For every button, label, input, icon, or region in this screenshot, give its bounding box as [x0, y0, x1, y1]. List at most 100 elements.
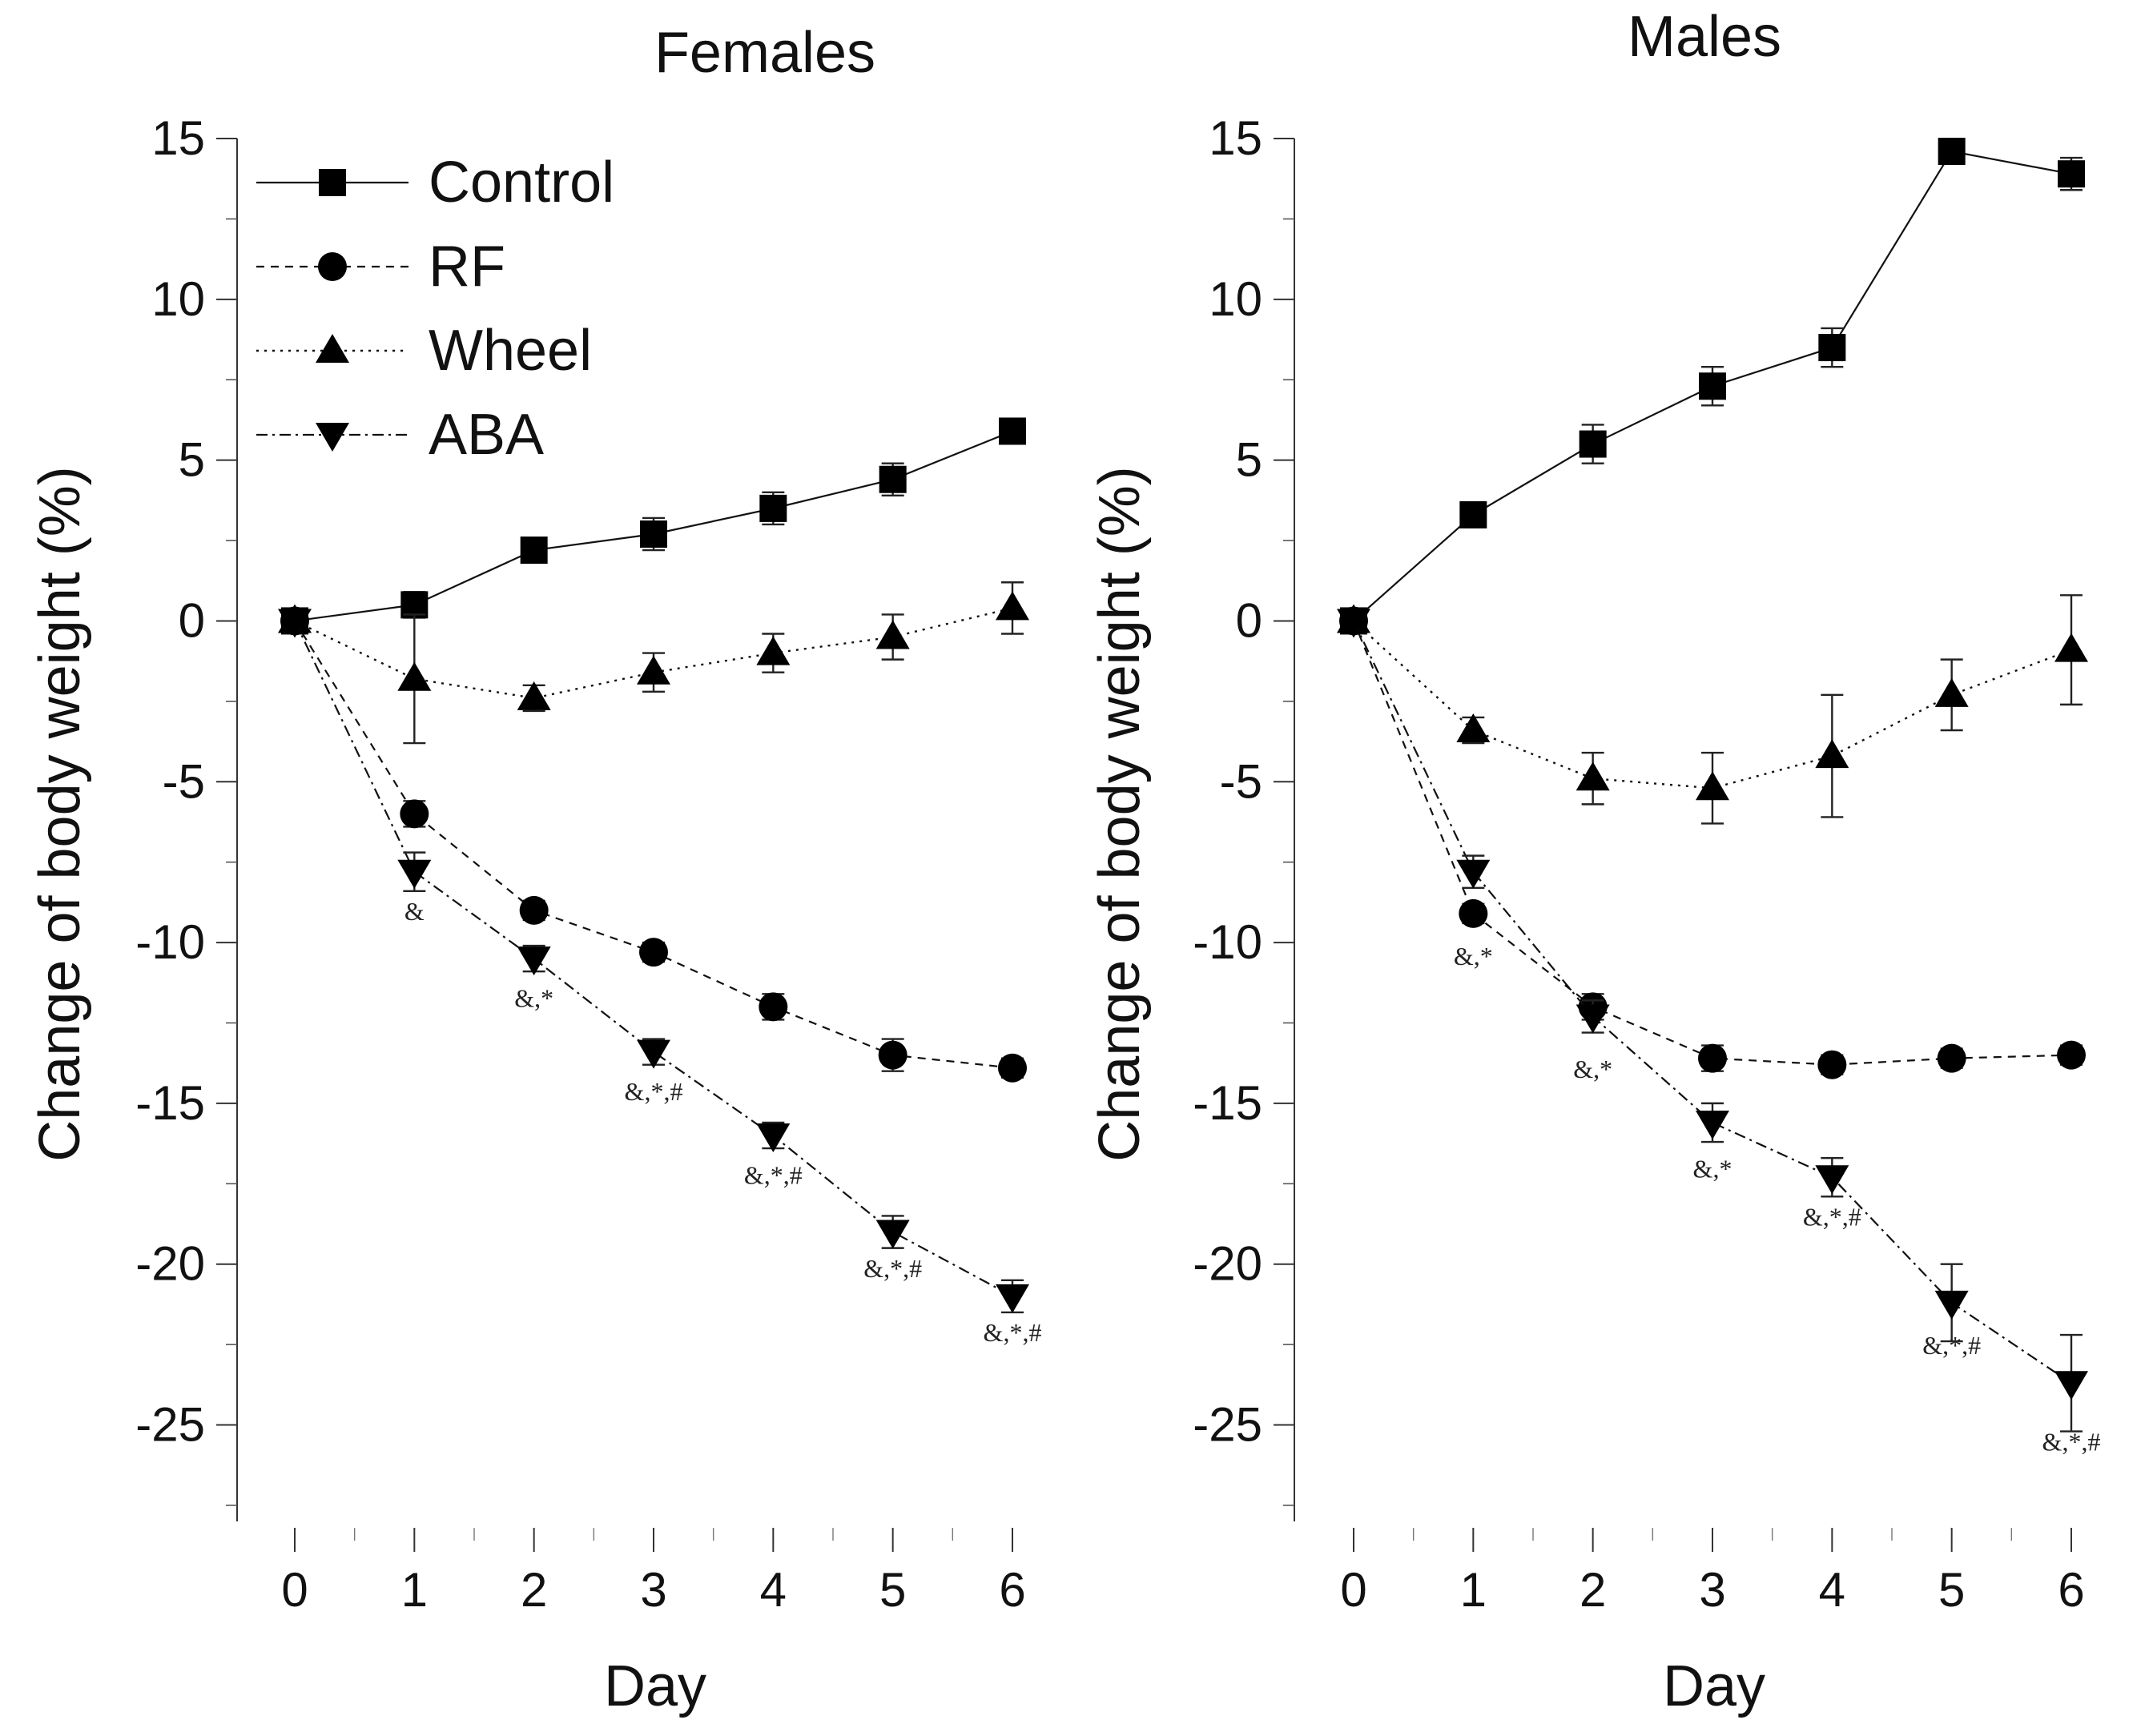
data-point-aba — [1815, 1165, 1849, 1195]
y-tick-label: -10 — [135, 915, 205, 969]
data-point-wheel — [2054, 633, 2088, 662]
legend-marker-wheel — [316, 334, 349, 363]
series-wheel — [1337, 594, 2088, 825]
y-tick-label: 5 — [179, 433, 205, 487]
y-tick-label: -5 — [163, 754, 205, 808]
legend: Control RF Wheel ABA — [256, 151, 614, 467]
x-tick-label: 3 — [1699, 1563, 1725, 1617]
data-point-aba — [1934, 1290, 1969, 1320]
data-point-wheel — [397, 661, 432, 691]
data-point-wheel — [1696, 771, 1729, 801]
data-point-aba — [1337, 609, 1370, 638]
y-tick-label: 15 — [1209, 111, 1262, 165]
significance-annotation: &,*,# — [1803, 1203, 1861, 1232]
data-point-aba — [397, 859, 432, 889]
data-point-wheel — [1934, 677, 1969, 707]
data-point-wheel — [1576, 762, 1610, 791]
x-tick-label: 5 — [1938, 1563, 1965, 1617]
y-tick-label: -25 — [135, 1398, 205, 1452]
data-point-aba — [996, 1284, 1029, 1313]
legend-marker-aba — [316, 423, 349, 452]
data-point-rf — [2057, 1040, 2086, 1070]
x-axis-label: Day — [604, 1654, 706, 1718]
y-tick-label: -15 — [1193, 1076, 1262, 1130]
y-tick-label: 10 — [151, 272, 205, 326]
x-tick-label: 6 — [999, 1563, 1025, 1617]
y-axis-label: Change of body weight (%) — [28, 466, 92, 1162]
y-axis-label: Change of body weight (%) — [1088, 466, 1152, 1162]
series-aba — [278, 609, 1029, 1314]
significance-annotation: &,*,# — [984, 1318, 1042, 1347]
y-tick-label: -15 — [135, 1076, 205, 1130]
series-line-rf — [1352, 621, 2072, 1066]
data-point-control — [1938, 138, 1966, 166]
data-point-wheel — [517, 681, 551, 710]
legend-label-control: Control — [429, 151, 614, 215]
panel-title: Males — [1628, 5, 1781, 69]
x-axis-label: Day — [1663, 1654, 1765, 1718]
data-point-aba — [756, 1123, 791, 1153]
data-point-wheel — [756, 636, 791, 665]
significance-annotation: & — [404, 897, 425, 926]
data-point-wheel — [875, 620, 910, 649]
y-tick-label: 0 — [179, 593, 205, 647]
data-point-wheel — [996, 591, 1029, 621]
data-point-control — [1699, 372, 1726, 400]
data-point-aba — [278, 609, 312, 638]
data-point-aba — [875, 1220, 910, 1249]
data-point-rf — [1817, 1050, 1847, 1079]
legend-label-aba: ABA — [429, 403, 544, 467]
x-tick-label: 5 — [879, 1563, 906, 1617]
data-point-aba — [517, 946, 551, 976]
y-tick-label: 5 — [1236, 433, 1262, 487]
significance-annotation: &,*,# — [1922, 1331, 1981, 1360]
x-tick-label: 2 — [1580, 1563, 1606, 1617]
data-point-rf — [1459, 898, 1488, 928]
legend-label-rf: RF — [429, 235, 505, 299]
data-point-control — [1818, 334, 1846, 362]
y-tick-label: 0 — [1236, 593, 1262, 647]
data-point-rf — [878, 1040, 907, 1070]
y-tick-label: -20 — [135, 1237, 205, 1291]
x-tick-label: 1 — [1460, 1563, 1487, 1617]
x-tick-label: 4 — [1819, 1563, 1845, 1617]
data-point-aba — [2054, 1371, 2088, 1400]
data-point-wheel — [1456, 713, 1491, 742]
x-tick-label: 0 — [281, 1563, 308, 1617]
panel-title: Females — [654, 21, 875, 85]
y-tick-label: -10 — [1193, 915, 1262, 969]
females-panel: Females 15 10 5 0 -5 -10 -15 -20 -25 0 1 2 3 4 5 6 Change… — [28, 21, 1041, 1718]
data-point-rf — [1698, 1043, 1727, 1073]
data-point-control — [2058, 160, 2085, 188]
y-tick-label: -20 — [1193, 1237, 1262, 1291]
males-panel: Males 15 10 5 0 -5 -10 -15 -20 -25 0 1 2 3 4 5 6 Change o… — [1088, 5, 2100, 1718]
data-point-control — [1579, 430, 1607, 458]
data-point-aba — [1696, 1110, 1729, 1139]
y-tick-label: 15 — [151, 111, 205, 165]
data-point-control — [1459, 500, 1487, 528]
legend-label-wheel: Wheel — [429, 319, 592, 383]
data-point-wheel — [637, 655, 670, 685]
series-rf — [1339, 606, 2086, 1079]
series-control — [1340, 138, 2085, 635]
significance-annotation: &,*,# — [863, 1254, 922, 1283]
significance-annotation: &,*,# — [744, 1160, 803, 1189]
series-aba — [1337, 609, 2088, 1433]
significance-annotation: &,*,# — [625, 1077, 683, 1106]
significance-annotation: &,* — [514, 983, 553, 1012]
data-point-rf — [400, 799, 429, 829]
x-tick-label: 6 — [2058, 1563, 2084, 1617]
y-tick-label: -5 — [1220, 754, 1262, 808]
data-point-rf — [759, 992, 788, 1022]
data-point-control — [520, 536, 548, 565]
x-tick-label: 0 — [1340, 1563, 1366, 1617]
y-tick-label: 10 — [1209, 272, 1262, 326]
x-tick-label: 3 — [640, 1563, 666, 1617]
series-control — [281, 417, 1026, 635]
data-point-aba — [637, 1039, 670, 1069]
data-point-control — [999, 417, 1026, 445]
legend-marker-rf — [318, 252, 347, 281]
significance-annotation: &,* — [1573, 1055, 1612, 1083]
data-point-control — [879, 465, 907, 493]
